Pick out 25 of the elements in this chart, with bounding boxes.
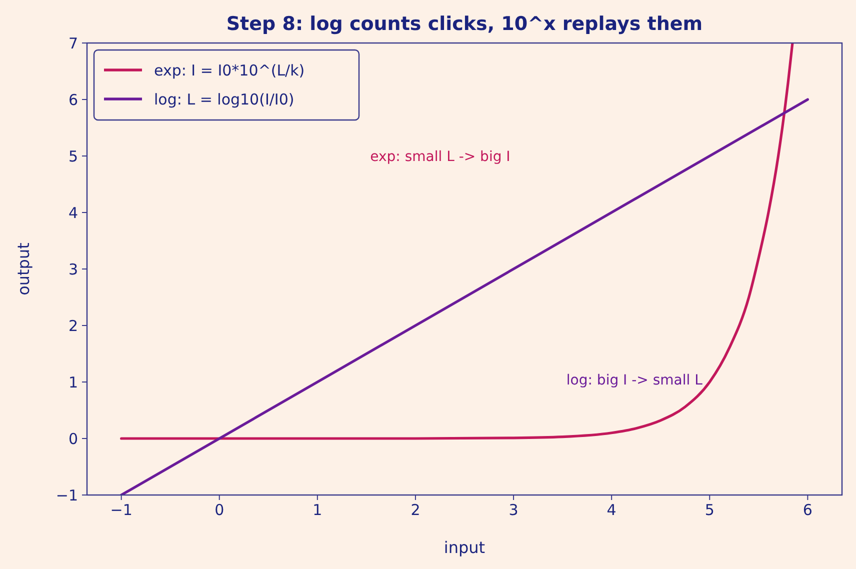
x-tick-label: 2 bbox=[410, 501, 420, 519]
x-axis-title: input bbox=[444, 538, 486, 557]
x-tick-label: 4 bbox=[606, 501, 616, 519]
annotation: log: big I -> small L bbox=[566, 372, 703, 389]
legend-label: log: L = log10(I/I0) bbox=[154, 90, 294, 108]
y-tick-label: 5 bbox=[68, 147, 78, 166]
y-tick-label: 1 bbox=[68, 373, 78, 392]
legend-label: exp: I = I0*10^(L/k) bbox=[154, 61, 305, 80]
chart-title: Step 8: log counts clicks, 10^x replays them bbox=[226, 13, 703, 35]
x-tick-label: 3 bbox=[508, 501, 518, 519]
x-tick-label: −1 bbox=[110, 501, 132, 519]
x-tick-label: 1 bbox=[312, 501, 322, 519]
y-axis-title: output bbox=[14, 242, 33, 296]
x-tick-label: 5 bbox=[704, 501, 714, 519]
y-tick-label: 6 bbox=[68, 90, 78, 109]
y-tick-label: 4 bbox=[68, 204, 78, 222]
x-tick-label: 0 bbox=[214, 501, 224, 519]
y-tick-label: 7 bbox=[68, 34, 78, 52]
annotation: exp: small L -> big I bbox=[370, 148, 510, 165]
x-tick-label: 6 bbox=[802, 501, 812, 519]
line-series bbox=[120, 43, 794, 440]
y-tick-label: 0 bbox=[68, 430, 78, 448]
y-tick-label: 2 bbox=[68, 316, 78, 335]
y-tick-label: 3 bbox=[68, 260, 78, 278]
y-tick-label: −1 bbox=[56, 486, 78, 504]
